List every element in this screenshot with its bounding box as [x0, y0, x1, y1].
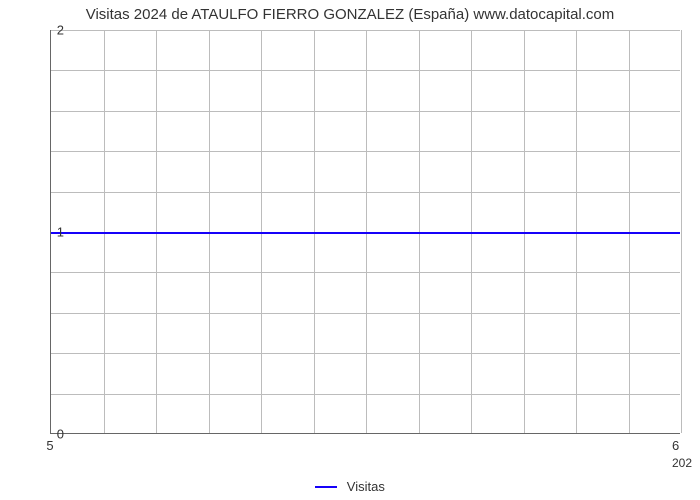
plot-area	[50, 30, 680, 434]
x-tick-label: 5	[46, 438, 53, 453]
x-tick-label: 6	[672, 438, 679, 453]
y-tick-label: 1	[34, 225, 64, 240]
legend-swatch	[315, 486, 337, 488]
chart-title: Visitas 2024 de ATAULFO FIERRO GONZALEZ …	[0, 6, 700, 23]
vgrid	[681, 30, 682, 433]
x-secondary-label: 202	[672, 456, 692, 470]
chart-container: Visitas 2024 de ATAULFO FIERRO GONZALEZ …	[0, 0, 700, 500]
y-tick-label: 2	[34, 23, 64, 38]
series-line-visitas	[51, 232, 680, 234]
legend-label: Visitas	[347, 479, 385, 494]
legend: Visitas	[0, 478, 700, 494]
